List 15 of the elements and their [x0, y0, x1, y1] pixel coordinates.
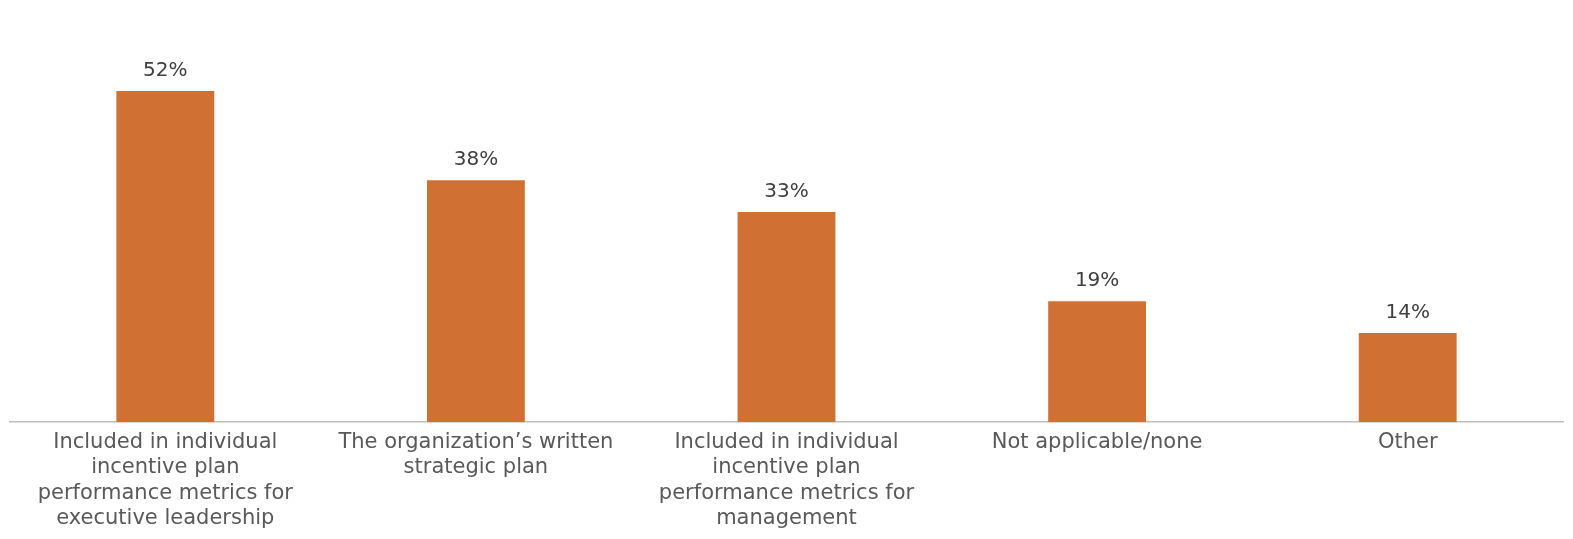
x-tick-label: Included in individual incentive plan performance metrics for management — [658, 429, 915, 529]
data-label: 52% — [143, 57, 188, 82]
x-tick-label: Included in individual incentive plan performance metrics for executive leadership — [37, 429, 294, 529]
data-label: 33% — [764, 178, 809, 203]
bar — [116, 90, 215, 423]
bar — [426, 180, 525, 423]
bar — [737, 211, 836, 423]
data-label: 14% — [1385, 299, 1430, 324]
data-label: 38% — [453, 146, 499, 171]
bar — [1048, 301, 1147, 423]
data-label: 19% — [1074, 267, 1120, 292]
x-tick-label: Other — [1377, 429, 1438, 454]
x-tick-label: The organization’s written strategic plan — [337, 429, 614, 479]
bar — [1358, 333, 1457, 423]
x-tick-label: Not applicable/none — [991, 429, 1203, 454]
